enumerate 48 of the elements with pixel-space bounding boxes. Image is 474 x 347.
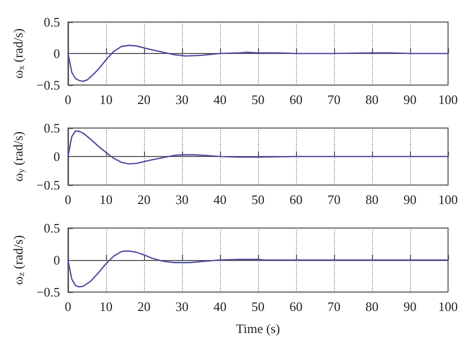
- line-series: [67, 250, 449, 288]
- y-tick-label: 0.5: [44, 220, 60, 236]
- x-tick-label: 80: [366, 92, 378, 107]
- x-tick-label: 100: [438, 299, 458, 314]
- x-tick-label: 0: [64, 299, 72, 314]
- x-tick-label: 30: [176, 192, 188, 207]
- y-axis-title: ωx (rad/s): [10, 28, 26, 79]
- x-tick-label: 20: [138, 92, 150, 107]
- y-tick-label: 0: [54, 46, 60, 61]
- x-tick-label: 40: [214, 192, 226, 207]
- x-tick-label: 80: [366, 192, 378, 207]
- x-tick-label: 100: [438, 92, 458, 107]
- x-tick-label: 60: [290, 192, 302, 207]
- x-tick-label: 100: [438, 192, 458, 207]
- line-series: [67, 44, 449, 82]
- x-tick-label: 60: [290, 92, 302, 107]
- y-tick-label: 0: [54, 252, 60, 268]
- x-tick-label: 40: [214, 299, 226, 314]
- x-tick-label: 40: [214, 92, 226, 107]
- y-tick-label: 0.5: [44, 120, 60, 136]
- y-axis-title: ωz (rad/s): [10, 235, 26, 285]
- x-tick-label: 50: [252, 299, 264, 314]
- x-tick-label: 70: [328, 299, 340, 314]
- x-tick-label: 80: [366, 299, 378, 314]
- x-tick-label: 90: [404, 192, 416, 207]
- x-axis-title: Time (s): [236, 321, 280, 336]
- y-tick-label: 0.5: [44, 14, 60, 30]
- x-tick-label: 30: [176, 92, 188, 107]
- x-tick-label: 90: [404, 299, 416, 314]
- x-tick-label: 20: [138, 299, 150, 314]
- y-tick-label: −0.5: [36, 78, 60, 92]
- y-tick-label: −0.5: [36, 284, 60, 300]
- x-tick-label: 20: [138, 192, 150, 207]
- x-tick-label: 30: [176, 299, 188, 314]
- x-tick-label: 70: [328, 92, 340, 107]
- x-tick-label: 70: [328, 192, 340, 207]
- x-tick-label: 10: [100, 192, 112, 207]
- x-tick-label: 10: [100, 299, 112, 314]
- x-tick-label: 60: [290, 299, 302, 314]
- y-axis-title: ωy (rad/s): [10, 131, 26, 182]
- x-tick-label: 0: [64, 192, 72, 207]
- y-tick-label: 0: [54, 149, 60, 164]
- x-tick-label: 90: [404, 92, 416, 107]
- y-tick-label: −0.5: [36, 178, 60, 192]
- x-tick-label: 50: [252, 192, 264, 207]
- x-tick-label: 50: [252, 92, 264, 107]
- x-tick-label: 10: [100, 92, 112, 107]
- x-tick-label: 0: [64, 92, 72, 107]
